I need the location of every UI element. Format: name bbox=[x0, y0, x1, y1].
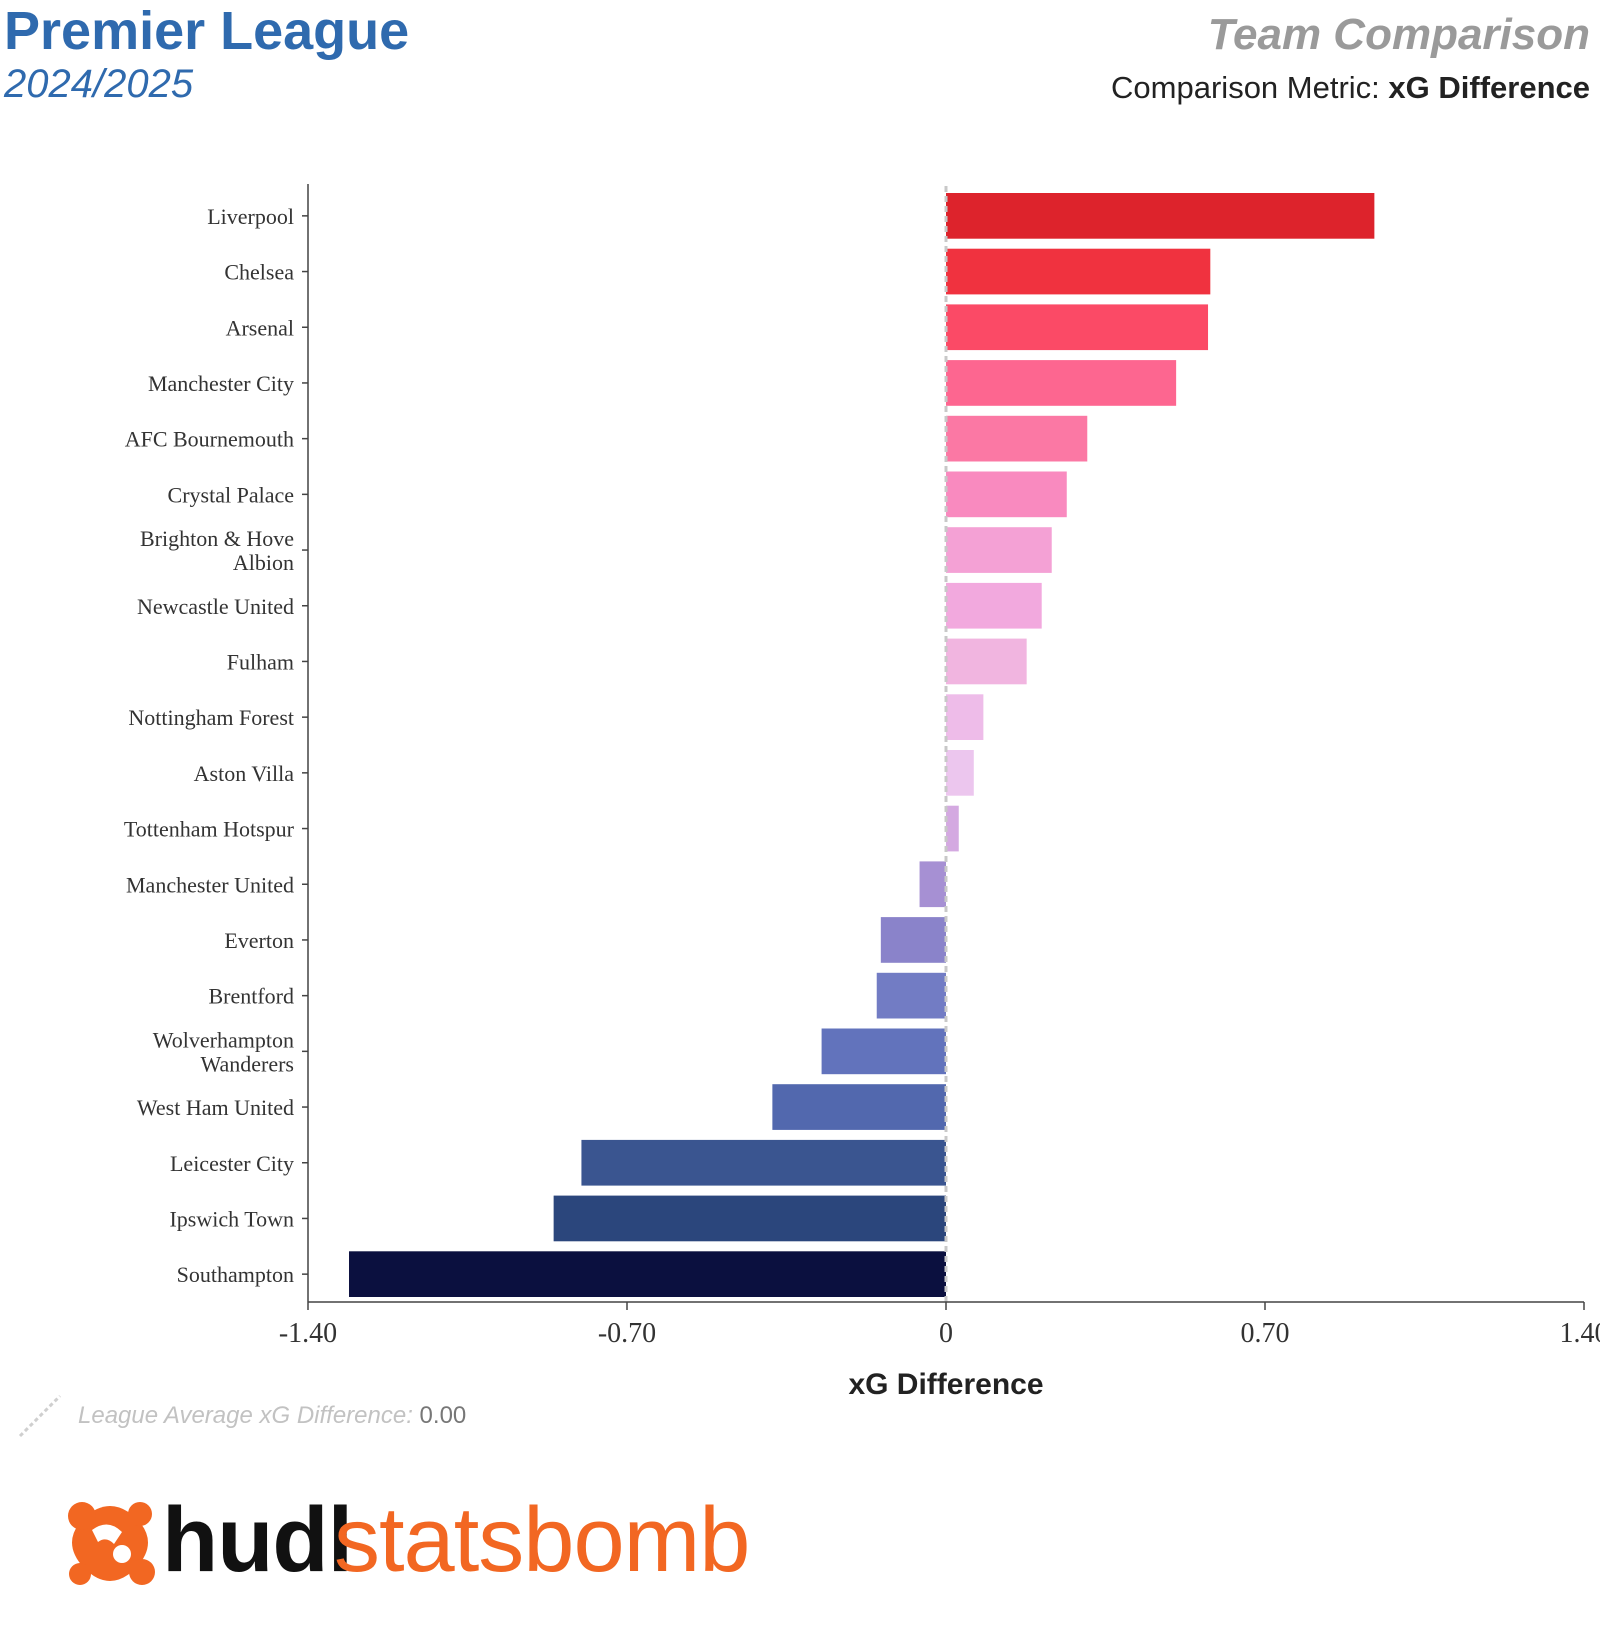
team-label: Manchester United bbox=[126, 872, 294, 897]
bar-manchester-united bbox=[919, 861, 946, 908]
team-label: Tottenham Hotspur bbox=[124, 817, 295, 842]
bar-newcastle-united bbox=[946, 582, 1042, 629]
x-tick-label: -0.70 bbox=[598, 1318, 656, 1349]
brand-hudl: hudl bbox=[162, 1489, 353, 1591]
bar-chart: -1.40 -0.70 0 0.70 1.40 Liverpool Chelsea Arse… bbox=[124, 184, 1600, 1400]
team-label: AFC Bournemouth bbox=[125, 427, 294, 452]
bar-crystal-palace bbox=[946, 471, 1067, 518]
team-label: Everton bbox=[224, 928, 294, 953]
bar-chelsea bbox=[946, 248, 1211, 295]
team-label: Aston Villa bbox=[194, 761, 295, 786]
bar-afc-bournemouth bbox=[946, 415, 1088, 462]
x-tick-label: 0 bbox=[939, 1318, 953, 1349]
brand-statsbomb: statsbomb bbox=[334, 1489, 750, 1591]
bar-brighton-hove-albion bbox=[946, 527, 1052, 573]
season-label: 2024/2025 bbox=[4, 62, 194, 106]
team-label: Ipswich Town bbox=[169, 1206, 294, 1231]
team-label: West Ham United bbox=[137, 1095, 294, 1120]
bar-everton bbox=[880, 917, 946, 963]
league-average-value: 0.00 bbox=[419, 1402, 467, 1429]
bar-ipswich-town bbox=[553, 1195, 946, 1242]
bar-aston-villa bbox=[946, 750, 974, 796]
bar-leicester-city bbox=[581, 1139, 946, 1186]
x-tick-label: -1.40 bbox=[279, 1318, 337, 1349]
statsbomb-logo-icon bbox=[68, 1502, 155, 1585]
comparison-metric: Comparison Metric: xG Difference bbox=[1111, 70, 1590, 106]
team-label: Crystal Palace bbox=[168, 482, 294, 507]
bar-west-ham-united bbox=[772, 1084, 946, 1130]
team-label: Nottingham Forest bbox=[128, 705, 294, 730]
hudl-statsbomb-logo: hudl statsbomb bbox=[62, 1489, 750, 1594]
team-labels: Liverpool Chelsea Arsenal Manchester City AF… bbox=[124, 204, 295, 1287]
team-label: Leicester City bbox=[170, 1151, 294, 1176]
league-title: Premier League bbox=[4, 1, 410, 61]
team-label: Chelsea bbox=[224, 260, 294, 285]
bar-arsenal bbox=[946, 304, 1209, 351]
bars-layer bbox=[349, 193, 1375, 1297]
metric-name: xG Difference bbox=[1388, 70, 1590, 105]
bar-southampton bbox=[349, 1251, 946, 1297]
metric-prefix: Comparison Metric: bbox=[1111, 70, 1380, 105]
bar-liverpool bbox=[946, 193, 1375, 239]
report-title: Team Comparison bbox=[1207, 10, 1590, 59]
x-axis-ticks: -1.40 -0.70 0 0.70 1.40 bbox=[279, 215, 1600, 1349]
bar-manchester-city bbox=[946, 360, 1177, 406]
bar-nottingham-forest bbox=[946, 694, 984, 740]
bar-brentford bbox=[876, 972, 946, 1019]
x-tick-label: 1.40 bbox=[1560, 1318, 1600, 1349]
league-average-label: League Average xG Difference: bbox=[78, 1402, 413, 1429]
team-label: Fulham bbox=[227, 649, 294, 674]
team-label: Brighton & Hove Albion bbox=[140, 526, 294, 575]
team-label: Newcastle United bbox=[137, 594, 294, 619]
bar-tottenham-hotspur bbox=[946, 805, 959, 852]
bar-fulham bbox=[946, 638, 1027, 685]
x-axis-title: xG Difference bbox=[848, 1368, 1043, 1400]
team-label: Arsenal bbox=[226, 315, 294, 340]
team-label: Liverpool bbox=[207, 204, 294, 229]
bar-wolverhampton-wanderers bbox=[821, 1028, 946, 1075]
x-tick-label: 0.70 bbox=[1241, 1318, 1290, 1349]
league-average-note: League Average xG Difference: 0.00 bbox=[78, 1402, 466, 1430]
average-line-legend-icon bbox=[18, 1394, 62, 1438]
team-label: Southampton bbox=[177, 1262, 294, 1287]
team-label: Manchester City bbox=[148, 371, 294, 396]
team-label: Wolverhampton Wanderers bbox=[153, 1027, 294, 1076]
team-label: Brentford bbox=[208, 984, 294, 1009]
